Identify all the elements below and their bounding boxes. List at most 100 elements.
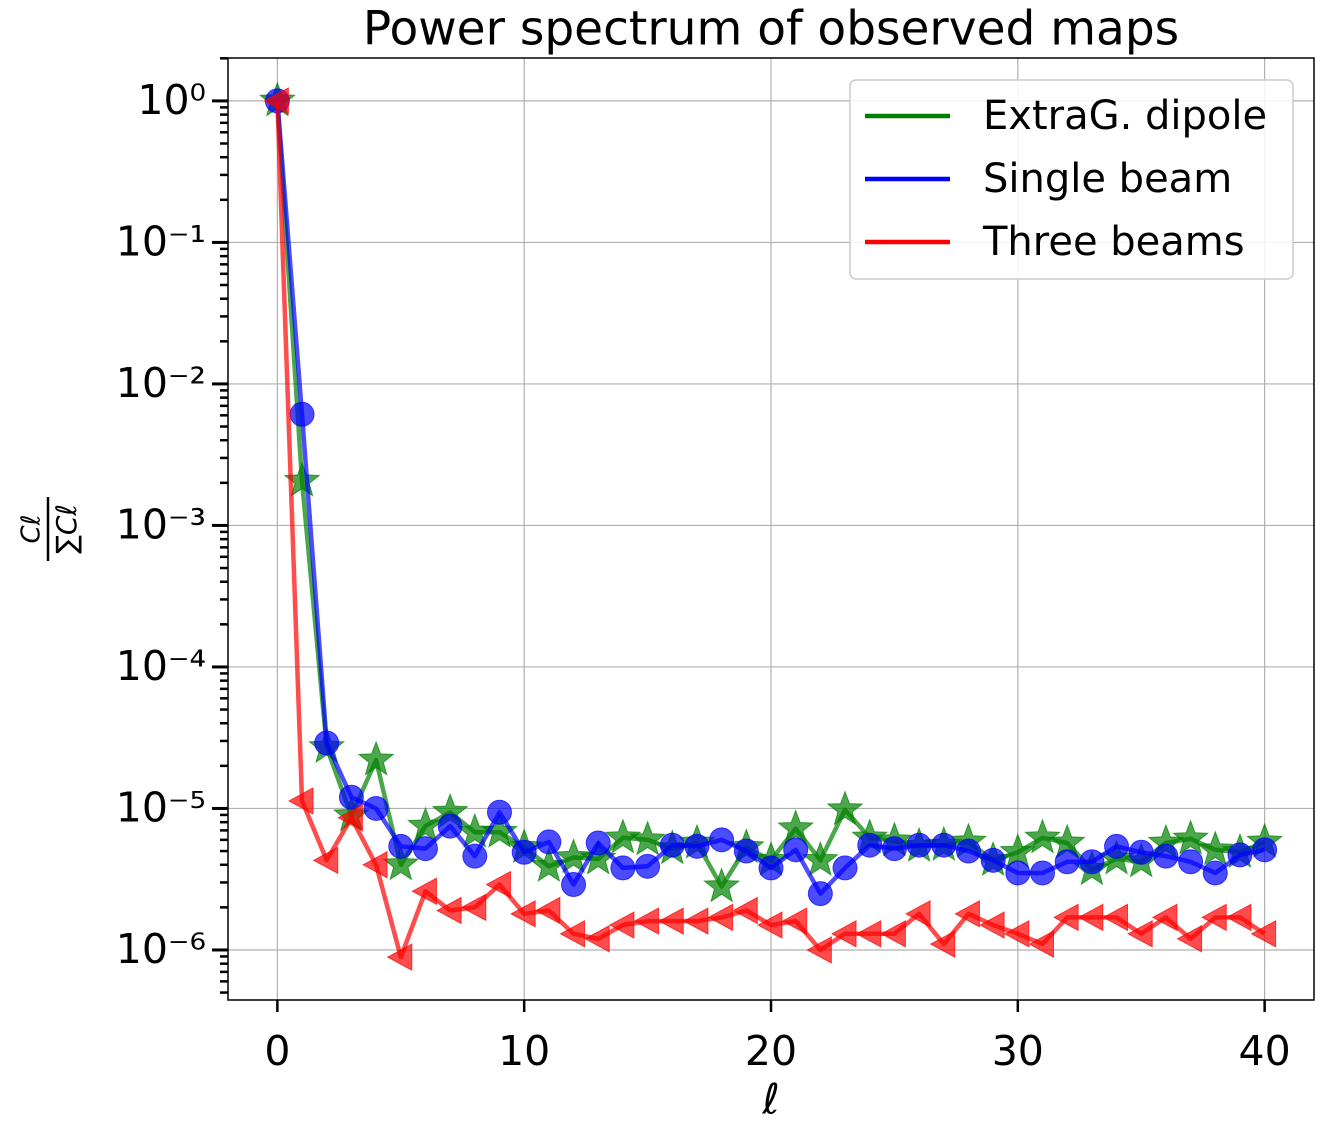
triangle-marker <box>855 919 882 948</box>
triangle-marker <box>1176 924 1203 953</box>
star-marker <box>1196 830 1234 866</box>
star-marker <box>604 818 642 854</box>
triangle-marker <box>732 896 758 925</box>
circle-marker <box>1104 833 1130 859</box>
circle-marker <box>1054 849 1080 875</box>
triangle-marker <box>534 896 561 925</box>
triangle-marker <box>880 919 906 948</box>
triangle-marker <box>1102 903 1129 932</box>
legend-label: Single beam <box>983 156 1232 202</box>
triangle-marker <box>485 870 511 899</box>
circle-marker <box>412 836 438 862</box>
triangle-marker <box>608 911 635 939</box>
star-marker <box>406 806 444 842</box>
circle-marker <box>437 813 463 839</box>
triangle-marker <box>287 787 314 815</box>
y-tick-label: 10⁻⁴ <box>116 642 206 690</box>
circle-marker <box>1153 843 1179 869</box>
legend-label: Three beams <box>982 219 1245 265</box>
x-tick-label: 0 <box>264 1027 290 1075</box>
star-marker <box>703 867 741 903</box>
circle-marker <box>832 855 858 881</box>
triangle-marker <box>436 896 462 925</box>
circle-marker <box>807 881 833 907</box>
triangle-marker <box>1077 903 1104 932</box>
circle-marker <box>610 855 636 881</box>
triangle-marker <box>929 930 956 958</box>
star-marker <box>999 832 1037 869</box>
circle-marker <box>561 872 587 898</box>
triangle-marker <box>362 850 388 879</box>
circle-marker <box>511 839 537 865</box>
star-marker <box>777 809 815 845</box>
circle-marker <box>363 795 389 821</box>
y-label-denominator: ∑Cℓ <box>50 504 83 554</box>
triangle-marker <box>682 907 709 935</box>
triangle-marker <box>905 899 931 928</box>
y-axis-label: Cℓ ∑Cℓ <box>17 497 83 561</box>
legend-box <box>849 79 1294 280</box>
triangle-marker <box>658 907 684 935</box>
circle-marker <box>487 799 512 825</box>
circle-marker <box>1005 860 1031 886</box>
triangle-marker <box>1250 919 1277 948</box>
circle-marker <box>980 847 1006 873</box>
star-marker <box>826 790 864 826</box>
circle-marker <box>338 784 364 810</box>
y-tick-label: 10⁰ <box>137 76 206 124</box>
star-marker <box>382 845 420 881</box>
x-tick-label: 20 <box>745 1027 797 1075</box>
circle-marker <box>931 832 957 858</box>
circle-marker <box>758 855 784 881</box>
circle-marker <box>659 832 685 858</box>
triangle-marker <box>559 919 586 948</box>
circle-marker <box>881 836 907 862</box>
y-tick-label: 10⁻⁵ <box>116 783 206 831</box>
triangle-marker <box>830 919 857 948</box>
triangle-marker <box>806 936 832 964</box>
triangle-marker <box>584 924 610 953</box>
triangle-marker <box>1225 903 1252 932</box>
x-tick-label: 30 <box>992 1027 1044 1075</box>
triangle-marker <box>781 907 808 935</box>
triangle-marker <box>633 907 660 935</box>
circle-marker <box>585 830 611 856</box>
circle-marker <box>857 832 883 858</box>
y-tick-label: 10⁻⁶ <box>116 925 206 973</box>
circle-marker <box>289 401 315 427</box>
legend-label: ExtraG. dipole <box>983 93 1267 139</box>
circle-marker <box>733 838 759 864</box>
triangle-marker <box>1028 930 1054 958</box>
circle-marker <box>1079 849 1105 875</box>
star-marker <box>629 820 667 856</box>
triangle-marker <box>337 803 363 832</box>
circle-marker <box>906 832 932 858</box>
circle-marker <box>1252 837 1278 863</box>
star-marker <box>357 740 395 776</box>
star-marker <box>1172 819 1210 855</box>
triangle-marker <box>460 893 487 922</box>
triangle-marker <box>756 911 783 939</box>
triangle-marker <box>954 899 980 928</box>
x-tick-label: 40 <box>1239 1027 1291 1075</box>
circle-marker <box>462 843 488 869</box>
y-tick-label: 10⁻¹ <box>116 217 206 265</box>
star-marker <box>481 812 518 848</box>
circle-marker <box>684 833 710 859</box>
star-marker <box>555 838 593 874</box>
triangle-marker <box>411 877 437 906</box>
y-tick-label: 10⁻³ <box>116 500 206 548</box>
x-axis-label: ℓ <box>761 1075 779 1124</box>
triangle-marker <box>979 911 1005 939</box>
triangle-marker <box>312 846 339 875</box>
circle-marker <box>1227 842 1253 868</box>
circle-marker <box>709 827 735 853</box>
star-marker <box>1024 818 1061 854</box>
star-marker <box>801 840 839 877</box>
triangle-marker <box>1003 919 1030 948</box>
circle-marker <box>1178 849 1204 875</box>
x-tick-label: 10 <box>498 1027 550 1075</box>
y-tick-label: 10⁻² <box>116 359 206 407</box>
series <box>263 87 1277 971</box>
